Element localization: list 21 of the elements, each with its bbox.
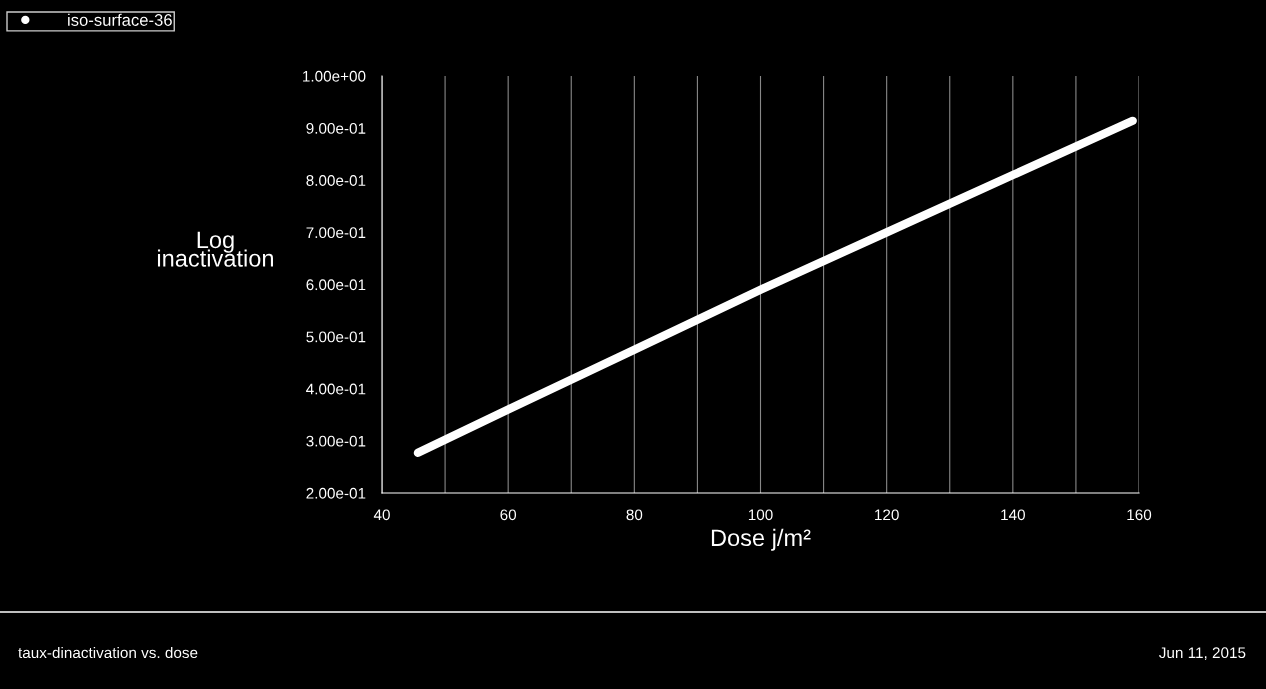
- x-tick-label: 60: [500, 509, 517, 521]
- text: taux-dinactivation vs. dose: [18, 646, 198, 659]
- x-tick-label: 140: [1001, 509, 1025, 521]
- x-tick-label: 160: [1127, 509, 1152, 521]
- x-tick-label: 120: [875, 509, 899, 521]
- x-tick-label: 40: [373, 509, 390, 521]
- y-axis-title: Log inactivation: [157, 231, 273, 267]
- x-tick-label: 80: [626, 509, 643, 521]
- x-axis-title: Dose j/m²: [711, 528, 811, 551]
- y-tick-label: 3.00e-01: [306, 435, 366, 447]
- legend-label: iso-surface-36: [68, 13, 172, 26]
- y-tick-label: 6.00e-01: [306, 279, 366, 291]
- y-tick-label: 7.00e-01: [306, 227, 366, 239]
- y-tick-label: 9.00e-01: [306, 122, 366, 134]
- y-tick-label: 8.00e-01: [306, 175, 366, 186]
- y-tick-label: 5.00e-01: [306, 331, 366, 343]
- y-tick-label: 4.00e-01: [306, 383, 366, 395]
- y-tick-label: 2.00e-01: [306, 487, 366, 499]
- y-tick-label: 1.00e+00: [303, 70, 366, 82]
- text: Jun 11, 2015: [1159, 647, 1246, 660]
- x-tick-label: 100: [748, 509, 773, 521]
